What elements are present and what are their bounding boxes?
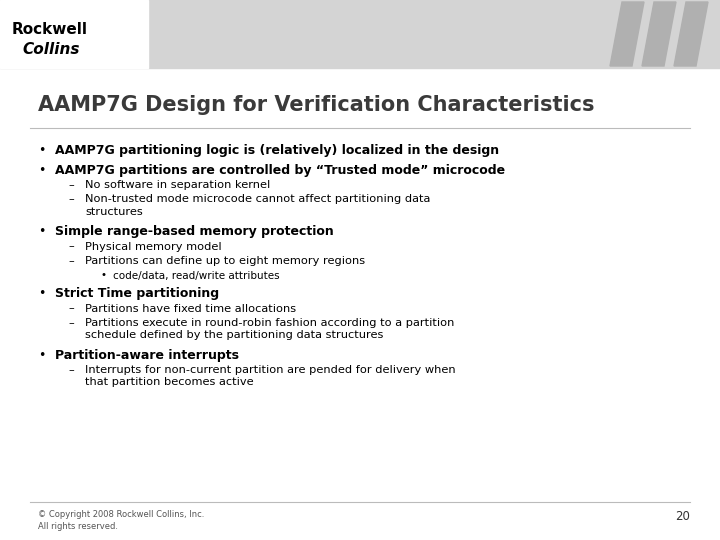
Text: Non-trusted mode microcode cannot affect partitioning data
structures: Non-trusted mode microcode cannot affect… xyxy=(85,194,431,217)
Text: –: – xyxy=(68,365,73,375)
Text: •: • xyxy=(100,271,106,280)
Text: –: – xyxy=(68,241,73,252)
Polygon shape xyxy=(642,2,676,66)
Text: –: – xyxy=(68,194,73,205)
Text: AAMP7G partitioning logic is (relatively) localized in the design: AAMP7G partitioning logic is (relatively… xyxy=(55,144,499,157)
Text: –: – xyxy=(68,318,73,328)
Text: •: • xyxy=(38,349,45,362)
Text: AAMP7G Design for Verification Characteristics: AAMP7G Design for Verification Character… xyxy=(38,95,595,115)
Text: Simple range-based memory protection: Simple range-based memory protection xyxy=(55,226,334,239)
Text: © Copyright 2008 Rockwell Collins, Inc.
All rights reserved.: © Copyright 2008 Rockwell Collins, Inc. … xyxy=(38,510,204,531)
Polygon shape xyxy=(610,2,644,66)
Text: •: • xyxy=(38,144,45,157)
Bar xyxy=(0,0,148,68)
Text: –: – xyxy=(68,303,73,314)
Text: •: • xyxy=(38,287,45,300)
Text: No software in separation kernel: No software in separation kernel xyxy=(85,180,270,190)
Text: AAMP7G partitions are controlled by “Trusted mode” microcode: AAMP7G partitions are controlled by “Tru… xyxy=(55,164,505,177)
Text: 20: 20 xyxy=(675,510,690,523)
Text: Partitions execute in round-robin fashion according to a partition
schedule defi: Partitions execute in round-robin fashio… xyxy=(85,318,454,340)
Text: •: • xyxy=(38,164,45,177)
Text: Physical memory model: Physical memory model xyxy=(85,241,222,252)
Text: Rockwell: Rockwell xyxy=(12,22,88,37)
Polygon shape xyxy=(674,2,708,66)
Text: Interrupts for non-current partition are pended for delivery when
that partition: Interrupts for non-current partition are… xyxy=(85,365,456,387)
Text: Collins: Collins xyxy=(22,42,79,57)
Bar xyxy=(0,0,720,68)
Text: Strict Time partitioning: Strict Time partitioning xyxy=(55,287,219,300)
Text: Partitions have fixed time allocations: Partitions have fixed time allocations xyxy=(85,303,296,314)
Text: –: – xyxy=(68,256,73,266)
Text: –: – xyxy=(68,180,73,190)
Text: Partition-aware interrupts: Partition-aware interrupts xyxy=(55,349,239,362)
Text: code/data, read/write attributes: code/data, read/write attributes xyxy=(113,271,279,280)
Text: Partitions can define up to eight memory regions: Partitions can define up to eight memory… xyxy=(85,256,365,266)
Text: •: • xyxy=(38,226,45,239)
